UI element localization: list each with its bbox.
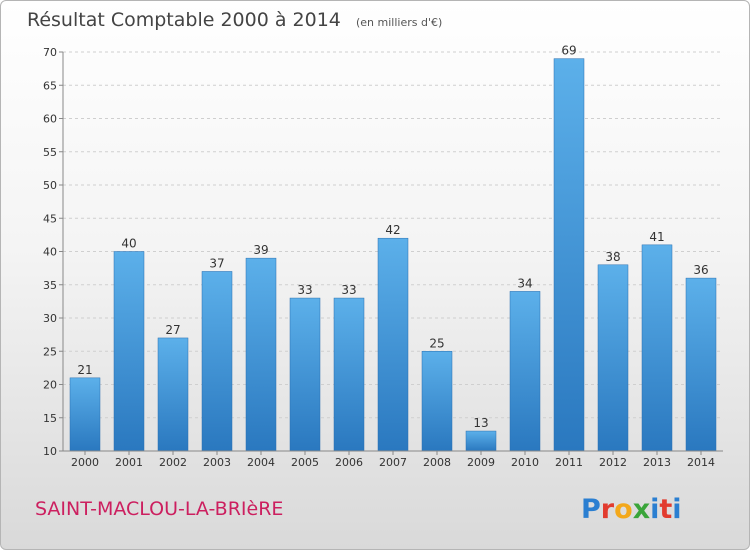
x-tick-label-2000: 2000 [71, 456, 99, 469]
value-label-2005: 33 [297, 283, 312, 297]
y-tick-label: 15 [43, 412, 57, 425]
y-tick-label: 45 [43, 212, 57, 225]
bar-2012 [597, 264, 629, 452]
x-tick-label-2014: 2014 [687, 456, 715, 469]
x-tick-label-2010: 2010 [511, 456, 539, 469]
x-axis: 2000 2001 2002 2003 2004 2005 2006 2007 2008 2009… [63, 450, 723, 469]
x-tick-label-2011: 2011 [555, 456, 583, 469]
bar-2013 [641, 244, 673, 452]
y-tick-label: 60 [43, 113, 57, 126]
x-tick-label-2006: 2006 [335, 456, 363, 469]
bar-2004 [245, 257, 277, 452]
chart-title-main: Résultat Comptable 2000 à 2014 [27, 9, 341, 31]
value-label-2007: 42 [385, 223, 400, 237]
bar-2002 [157, 337, 189, 452]
logo-letter: o [614, 494, 633, 525]
bar-2006 [333, 297, 365, 452]
value-label-2008: 25 [429, 336, 444, 350]
chart-title: Résultat Comptable 2000 à 2014 (en milli… [27, 9, 442, 31]
y-tick-label: 10 [43, 445, 57, 458]
y-tick-label: 65 [43, 79, 57, 92]
y-tick-label: 70 [43, 46, 57, 59]
bar-2009 [465, 430, 497, 452]
value-label-2000: 21 [77, 363, 92, 377]
x-tick-label-2005: 2005 [291, 456, 319, 469]
proxiti-logo: Proxiti [581, 494, 682, 525]
y-tick-label: 25 [43, 345, 57, 358]
bar-2001 [113, 251, 145, 452]
y-tick-label: 30 [43, 312, 57, 325]
y-tick-label: 35 [43, 279, 57, 292]
x-tick-label-2008: 2008 [423, 456, 451, 469]
value-label-2011: 69 [561, 44, 576, 58]
bar-2014 [685, 277, 717, 452]
value-label-2002: 27 [165, 323, 180, 337]
bar-2011 [553, 58, 585, 452]
x-tick-label-2001: 2001 [115, 456, 143, 469]
x-tick-label-2012: 2012 [599, 456, 627, 469]
x-tick-label-2013: 2013 [643, 456, 671, 469]
bar-2000 [69, 377, 101, 452]
bar-2010 [509, 291, 541, 452]
x-tick-label-2002: 2002 [159, 456, 187, 469]
y-tick-label: 40 [43, 246, 57, 259]
x-tick-label-2004: 2004 [247, 456, 275, 469]
y-tick-label: 55 [43, 146, 57, 159]
value-label-2004: 39 [253, 243, 268, 257]
y-tick-label: 20 [43, 379, 57, 392]
logo-letter: t [659, 494, 672, 525]
y-axis: 10 15 20 25 30 35 40 45 50 55 60 65 70 [43, 46, 64, 458]
value-label-2003: 37 [209, 256, 224, 270]
bar-2007 [377, 237, 409, 452]
x-tick-label-2003: 2003 [203, 456, 231, 469]
value-label-2014: 36 [693, 263, 708, 277]
logo-letter: i [650, 494, 659, 525]
logo-letter: P [581, 494, 601, 525]
logo-letter: r [601, 494, 615, 525]
bars: 21 40 27 37 39 33 33 42 25 13 34 69 38 41 36 [69, 44, 717, 452]
x-tick-label-2009: 2009 [467, 456, 495, 469]
bar-2005 [289, 297, 321, 452]
logo-letter: x [633, 494, 650, 525]
x-tick-label-2007: 2007 [379, 456, 407, 469]
value-label-2013: 41 [649, 230, 664, 244]
chart-subtitle: (en milliers d'€) [356, 16, 442, 29]
value-label-2001: 40 [121, 237, 136, 251]
commune-name: SAINT-MACLOU-LA-BRIèRE [35, 498, 283, 520]
value-label-2006: 33 [341, 283, 356, 297]
logo-letter: i [672, 494, 681, 525]
value-label-2012: 38 [605, 250, 620, 264]
value-label-2009: 13 [473, 416, 488, 430]
y-tick-label: 50 [43, 179, 57, 192]
bar-2003 [201, 271, 233, 452]
bar-2008 [421, 351, 453, 452]
value-label-2010: 34 [517, 276, 532, 290]
